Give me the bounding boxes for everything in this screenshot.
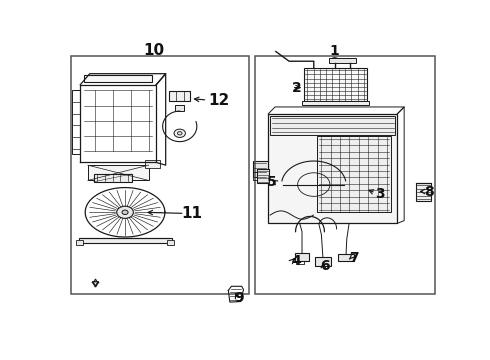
Bar xyxy=(295,253,309,261)
Bar xyxy=(270,116,395,135)
Bar xyxy=(75,240,83,246)
Bar xyxy=(94,174,131,182)
Text: 4: 4 xyxy=(292,254,301,268)
Circle shape xyxy=(122,210,128,215)
Bar xyxy=(84,75,152,82)
Bar xyxy=(88,165,148,180)
Text: 6: 6 xyxy=(320,259,330,273)
Text: 10: 10 xyxy=(144,44,165,58)
Text: 7: 7 xyxy=(349,251,359,265)
Bar xyxy=(72,90,80,154)
Bar xyxy=(71,56,249,294)
Bar xyxy=(253,161,268,177)
Text: 8: 8 xyxy=(424,185,434,198)
Bar xyxy=(416,183,431,201)
Text: 2: 2 xyxy=(292,81,301,95)
Circle shape xyxy=(177,132,182,135)
Circle shape xyxy=(174,129,185,138)
Bar xyxy=(145,159,160,168)
Text: 11: 11 xyxy=(182,206,203,221)
Bar xyxy=(79,238,172,243)
Bar xyxy=(170,91,190,102)
Circle shape xyxy=(117,206,133,219)
Text: 12: 12 xyxy=(208,93,229,108)
Text: 5: 5 xyxy=(267,175,277,189)
Circle shape xyxy=(331,58,339,63)
Bar xyxy=(318,136,391,212)
Bar xyxy=(257,169,270,183)
Bar xyxy=(339,253,354,261)
Text: 3: 3 xyxy=(375,187,385,201)
Text: 1: 1 xyxy=(330,44,340,58)
Text: 9: 9 xyxy=(234,291,244,305)
Bar xyxy=(315,257,331,266)
Bar xyxy=(268,114,397,223)
Bar xyxy=(175,105,184,111)
Bar xyxy=(329,58,356,63)
Bar xyxy=(255,56,435,294)
Bar xyxy=(167,240,174,246)
Bar xyxy=(302,101,369,105)
Bar xyxy=(304,68,367,102)
